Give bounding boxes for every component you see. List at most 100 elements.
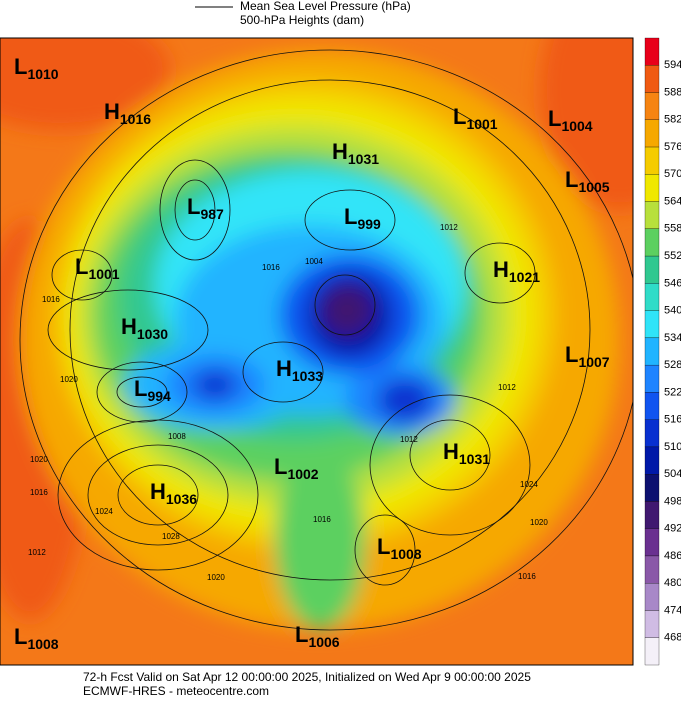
colorbar-box	[644, 65, 660, 93]
map-frame	[0, 37, 634, 666]
center-value: 1007	[578, 354, 609, 370]
colorbar-tick-label: 528	[664, 359, 681, 371]
isobar-label: 1020	[60, 375, 78, 384]
center-type: H	[443, 439, 459, 464]
center-type: H	[150, 479, 166, 504]
isobar-label: 1020	[30, 455, 48, 464]
center-type: L	[134, 376, 147, 401]
colorbar-box	[644, 146, 660, 175]
center-value: 1008	[390, 546, 421, 562]
center-value: 1006	[308, 634, 339, 650]
center-value: 1004	[561, 118, 592, 134]
center-type: H	[121, 314, 137, 339]
center-value: 1036	[166, 491, 197, 507]
isobar-label: 1028	[162, 532, 180, 541]
colorbar-box	[644, 283, 660, 311]
center-type: L	[274, 454, 287, 479]
colorbar-tick-label: 522	[664, 386, 681, 398]
colorbar-box	[644, 119, 660, 148]
center-value: 1008	[27, 636, 58, 652]
center-type: L	[295, 622, 308, 647]
colorbar-tick-label: 582	[664, 114, 681, 126]
colorbar: 594 588 582 576 570 564 558 552 546 540 534 528 522 5…	[644, 37, 681, 666]
center-value: 1001	[466, 116, 497, 132]
isobar-label: 1024	[520, 480, 538, 489]
center-type: L	[377, 534, 390, 559]
colorbar-tick-label: 504	[664, 468, 681, 480]
isobar-label: 1016	[518, 572, 536, 581]
legend-item: 500-hPa Heights (dam)	[240, 13, 364, 27]
center-type: L	[187, 194, 200, 219]
isobar-label: 1016	[262, 263, 280, 272]
pressure-center: H1021	[493, 257, 540, 285]
center-value: 1005	[578, 179, 609, 195]
center-value: 1002	[287, 466, 318, 482]
pressure-center: L1001	[453, 104, 498, 132]
center-value: 1031	[348, 151, 379, 167]
isobars	[19, 49, 633, 631]
isobar-label: 1020	[207, 573, 225, 582]
colorbar-tick-label: 534	[664, 332, 681, 344]
isobar-label: 1016	[313, 515, 331, 524]
colorbar-tick-label: 468	[664, 632, 681, 644]
colorbar-tick-label: 510	[664, 441, 681, 453]
pressure-center: H1030	[121, 314, 168, 342]
center-value: 1010	[27, 66, 58, 82]
colorbar-box	[644, 446, 660, 475]
colorbar-box	[644, 92, 660, 120]
colorbar-tick-label: 546	[664, 277, 681, 289]
pressure-center: H1036	[150, 479, 197, 507]
pressure-center: L1001	[75, 254, 120, 282]
isobar-label: 1012	[440, 223, 458, 232]
pressure-center: H1031	[443, 439, 490, 467]
colorbar-box	[644, 174, 660, 202]
colorbar-box	[644, 474, 660, 502]
center-type: H	[493, 257, 509, 282]
colorbar-box	[644, 228, 660, 257]
isobar-label: 1020	[530, 518, 548, 527]
colorbar-tick-label: 594	[664, 59, 681, 71]
footer-line: 72-h Fcst Valid on Sat Apr 12 00:00:00 2…	[83, 670, 531, 684]
center-value: 994	[147, 388, 171, 404]
colorbar-tick-label: 486	[664, 550, 681, 562]
colorbar-box	[644, 364, 660, 393]
colorbar-box	[644, 201, 660, 229]
isobar-label: 1012	[28, 548, 46, 557]
colorbar-box	[644, 37, 660, 66]
isobar-label: 1012	[400, 435, 418, 444]
center-type: L	[14, 54, 27, 79]
pressure-center: H1016	[104, 99, 151, 127]
center-type: H	[104, 99, 120, 124]
pressure-center: L1008	[14, 624, 59, 652]
colorbar-box	[644, 337, 660, 366]
colorbar-tick-label: 558	[664, 223, 681, 235]
colorbar-box	[644, 528, 660, 557]
colorbar-box	[644, 501, 660, 529]
footer-line: ECMWF-HRES - meteocentre.com	[83, 684, 269, 698]
center-value: 999	[357, 216, 381, 232]
colorbar-tick-label: 588	[664, 86, 681, 98]
center-value: 1016	[120, 111, 151, 127]
pressure-center: L1006	[295, 622, 340, 650]
colorbar-tick-label: 570	[664, 168, 681, 180]
center-type: L	[453, 104, 466, 129]
colorbar-box	[644, 392, 660, 420]
center-type: H	[332, 139, 348, 164]
center-type: L	[14, 624, 27, 649]
colorbar-tick-label: 540	[664, 305, 681, 317]
center-type: L	[565, 167, 578, 192]
center-type: L	[565, 342, 578, 367]
pressure-center: H1031	[332, 139, 379, 167]
center-value: 987	[200, 206, 224, 222]
isobar-label: 1004	[305, 257, 323, 266]
colorbar-tick-label: 474	[664, 604, 681, 616]
pressure-center: L1010	[14, 54, 59, 82]
colorbar-tick-label: 516	[664, 414, 681, 426]
colorbar-tick-label: 564	[664, 195, 681, 207]
isobar-label: 1016	[30, 488, 48, 497]
pressure-center: L1005	[565, 167, 610, 195]
isobar-label: 1008	[168, 432, 186, 441]
